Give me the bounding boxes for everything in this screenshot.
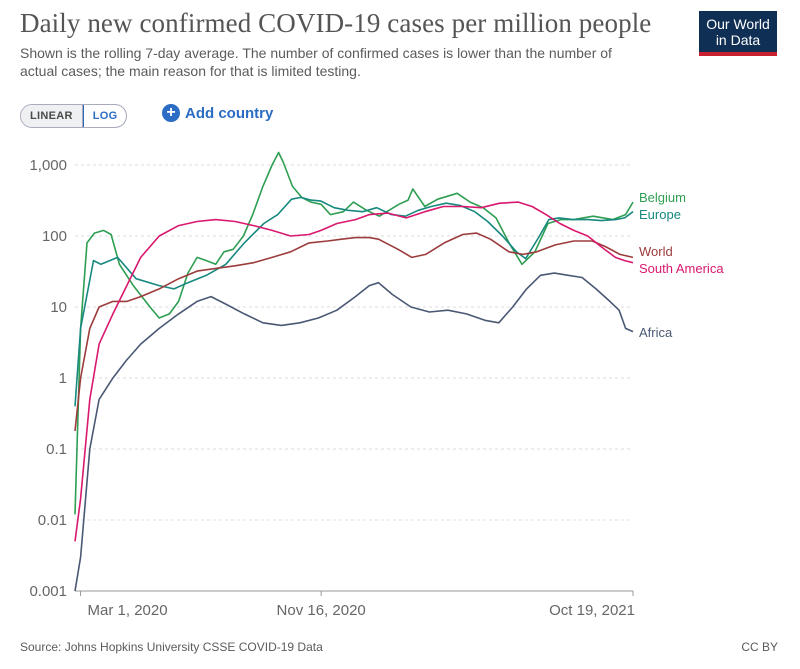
y-tick-label: 1 — [59, 370, 67, 387]
x-tick-label: Nov 16, 2020 — [277, 602, 366, 619]
logo-line1: Our World — [706, 16, 770, 32]
series-lines — [74, 151, 634, 592]
owid-logo[interactable]: Our World in Data — [699, 11, 777, 56]
y-tick-label: 100 — [42, 228, 67, 245]
x-tick-label: Oct 19, 2021 — [549, 602, 635, 619]
series-label-europe[interactable]: Europe — [639, 207, 681, 222]
log-scale-button[interactable]: LOG — [82, 105, 127, 127]
series-line-europe[interactable] — [74, 196, 634, 407]
series-label-belgium[interactable]: Belgium — [639, 190, 686, 205]
logo-bar — [699, 52, 777, 56]
series-line-world[interactable] — [74, 232, 634, 431]
chart-title: Daily new confirmed COVID-19 cases per m… — [20, 8, 652, 38]
series-label-africa[interactable]: Africa — [639, 325, 673, 340]
add-country-label: Add country — [185, 104, 274, 122]
series-line-belgium[interactable] — [74, 151, 634, 515]
y-tick-label: 10 — [50, 299, 67, 316]
linear-scale-button[interactable]: LINEAR — [21, 105, 83, 127]
y-tick-label: 1,000 — [29, 157, 67, 174]
series-labels: Belgium Europe World South America Africa — [639, 190, 724, 340]
y-tick-label: 0.01 — [38, 512, 67, 529]
series-label-world[interactable]: World — [639, 244, 673, 259]
x-tick-label: Mar 1, 2020 — [88, 602, 168, 619]
y-tick-label: 0.1 — [46, 441, 67, 458]
grid — [75, 164, 633, 592]
add-country-button[interactable]: + Add country — [162, 104, 273, 122]
series-label-south-america[interactable]: South America — [639, 261, 724, 276]
logo-line2: in Data — [715, 32, 761, 48]
series-line-africa[interactable] — [74, 272, 634, 592]
scale-toggle: LINEAR LOG — [20, 104, 128, 128]
plus-icon: + — [162, 104, 180, 122]
x-axis: Mar 1, 2020 Nov 16, 2020 Oct 19, 2021 — [80, 591, 635, 619]
y-tick-label: 0.001 — [29, 583, 67, 600]
series-line-south-america[interactable] — [74, 201, 634, 542]
source-note: Source: Johns Hopkins University CSSE CO… — [20, 640, 323, 654]
y-axis: 0.001 0.01 0.1 1 10 100 1,000 — [29, 157, 67, 600]
license-link[interactable]: CC BY — [741, 640, 778, 654]
chart-subtitle: Shown is the rolling 7-day average. The … — [20, 45, 612, 79]
